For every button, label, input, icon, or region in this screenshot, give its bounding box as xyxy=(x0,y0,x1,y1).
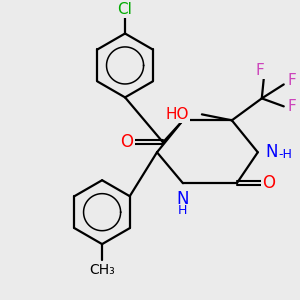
Text: F: F xyxy=(287,73,296,88)
Text: -H: -H xyxy=(279,148,292,161)
Text: Cl: Cl xyxy=(118,2,133,17)
Text: H: H xyxy=(178,204,188,217)
Text: N: N xyxy=(177,190,189,208)
Text: O: O xyxy=(262,174,275,192)
Text: F: F xyxy=(255,63,264,78)
Text: HO: HO xyxy=(165,107,189,122)
Text: F: F xyxy=(287,99,296,114)
Text: N: N xyxy=(266,143,278,161)
Text: CH₃: CH₃ xyxy=(89,263,115,277)
Text: O: O xyxy=(121,133,134,151)
